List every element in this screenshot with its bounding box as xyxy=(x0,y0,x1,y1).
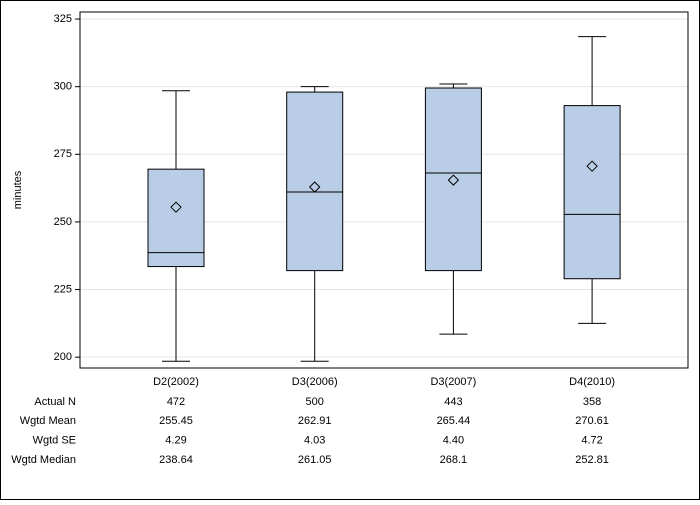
table-cell: 270.61 xyxy=(575,415,609,427)
table-cell: 4.03 xyxy=(304,435,325,447)
table-cell: 4.29 xyxy=(165,435,186,447)
table-cell: 261.05 xyxy=(298,454,332,466)
y-tick-label: 200 xyxy=(54,351,72,363)
mean-marker xyxy=(170,201,182,213)
mean-marker xyxy=(447,174,460,186)
x-tick-label: D2(2002) xyxy=(153,376,199,388)
table-cell: 262.91 xyxy=(298,415,332,427)
y-axis-label: minutes xyxy=(12,170,24,209)
table-row-label: Wgtd Mean xyxy=(20,415,76,427)
table-cell: 500 xyxy=(306,396,324,408)
table-row-label: Actual N xyxy=(34,396,76,408)
mean-marker xyxy=(586,160,598,172)
x-tick-label: D3(2007) xyxy=(430,376,476,388)
y-tick-label: 225 xyxy=(54,283,72,295)
table-cell: 255.45 xyxy=(159,415,193,427)
table-row-label: Wgtd SE xyxy=(33,435,76,447)
mean-marker xyxy=(308,181,321,193)
table-cell: 358 xyxy=(583,396,601,408)
box xyxy=(563,105,621,280)
table-cell: 4.72 xyxy=(581,435,602,447)
table-cell: 252.81 xyxy=(575,454,609,466)
y-tick-label: 275 xyxy=(54,148,72,160)
y-tick-label: 325 xyxy=(54,13,72,25)
y-tick-label: 300 xyxy=(54,81,72,93)
table-cell: 265.44 xyxy=(437,415,471,427)
table-row-label: Wgtd Median xyxy=(11,454,76,466)
box xyxy=(147,168,205,268)
table-cell: 443 xyxy=(444,396,462,408)
x-tick-label: D4(2010) xyxy=(569,376,615,388)
box xyxy=(424,87,482,272)
plot-frame xyxy=(79,11,689,369)
table-cell: 268.1 xyxy=(440,454,468,466)
table-cell: 238.64 xyxy=(159,454,193,466)
x-tick-label: D3(2006) xyxy=(292,376,338,388)
table-cell: 472 xyxy=(167,396,185,408)
y-tick-label: 250 xyxy=(54,216,72,228)
table-cell: 4.40 xyxy=(443,435,464,447)
